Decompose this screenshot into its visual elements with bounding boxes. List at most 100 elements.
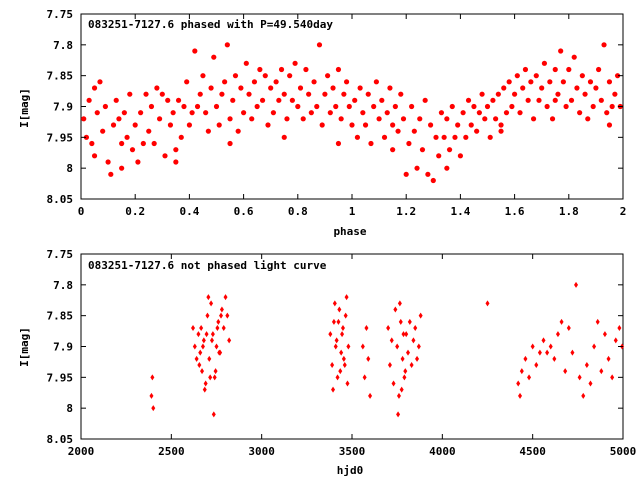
- data-point: [366, 355, 371, 362]
- data-point: [403, 171, 409, 177]
- data-point: [534, 362, 539, 368]
- plot-frame: [80, 253, 624, 440]
- data-point: [186, 122, 192, 128]
- data-point: [204, 331, 209, 338]
- data-point: [537, 349, 542, 356]
- data-point: [284, 116, 290, 122]
- data-points: [81, 42, 623, 184]
- data-point: [113, 97, 119, 103]
- data-point: [198, 349, 203, 356]
- data-point: [582, 91, 588, 97]
- data-point: [525, 97, 531, 103]
- data-point: [393, 306, 398, 313]
- data-point: [592, 343, 597, 350]
- data-point: [386, 325, 391, 331]
- y-tick-label: 8.05: [47, 193, 74, 206]
- data-point: [376, 116, 382, 122]
- data-point: [146, 128, 152, 134]
- data-point: [449, 103, 455, 110]
- data-point: [563, 103, 569, 110]
- data-point: [601, 42, 607, 48]
- data-point: [219, 91, 225, 97]
- data-point: [201, 337, 206, 344]
- data-point: [390, 122, 396, 128]
- data-point: [479, 91, 485, 97]
- data-point: [192, 343, 197, 350]
- data-point: [181, 103, 187, 110]
- data-point: [119, 165, 125, 171]
- data-point: [338, 116, 344, 122]
- data-point: [148, 103, 155, 110]
- data-point: [235, 128, 241, 134]
- data-point: [333, 343, 338, 350]
- data-point: [316, 42, 323, 48]
- data-point: [197, 362, 202, 368]
- data-point: [598, 97, 604, 103]
- data-point: [468, 122, 474, 128]
- data-point: [559, 318, 564, 325]
- data-point: [102, 103, 108, 110]
- data-point: [495, 91, 501, 97]
- data-point: [511, 91, 518, 97]
- data-point: [217, 349, 222, 356]
- data-point: [395, 128, 401, 134]
- data-point: [520, 85, 526, 91]
- data-point: [273, 79, 279, 85]
- data-point: [397, 300, 402, 307]
- x-tick-label: 0.8: [288, 205, 308, 218]
- data-point: [595, 318, 600, 325]
- data-point: [173, 159, 179, 165]
- data-point: [528, 79, 534, 85]
- data-point: [202, 386, 207, 393]
- data-point: [129, 147, 136, 153]
- data-point: [334, 337, 339, 344]
- data-point: [610, 374, 615, 381]
- data-point: [344, 294, 349, 301]
- data-points: [149, 281, 625, 418]
- data-point: [224, 42, 230, 48]
- data-point: [530, 343, 535, 350]
- data-point: [97, 79, 103, 85]
- y-tick-label: 8: [66, 402, 73, 415]
- data-point: [259, 97, 266, 103]
- data-point: [197, 91, 203, 97]
- plot-frame: [80, 13, 624, 200]
- data-point: [395, 343, 400, 350]
- data-point: [173, 147, 179, 153]
- data-point: [482, 116, 488, 122]
- data-point: [246, 91, 252, 97]
- data-point: [602, 331, 607, 338]
- data-point: [91, 85, 98, 91]
- data-point: [81, 116, 87, 122]
- data-point: [392, 103, 398, 110]
- data-point: [444, 165, 450, 171]
- data-point: [308, 110, 314, 116]
- data-point: [343, 312, 348, 319]
- data-point: [444, 116, 450, 122]
- data-point: [427, 122, 434, 128]
- x-tick-label: 0.2: [125, 205, 145, 218]
- data-point: [404, 331, 409, 338]
- data-point: [209, 300, 214, 307]
- data-point: [368, 140, 374, 147]
- data-point: [545, 349, 550, 356]
- data-point: [156, 116, 163, 122]
- data-point: [149, 392, 154, 399]
- data-point: [292, 60, 298, 66]
- data-point: [401, 331, 406, 338]
- data-point: [387, 85, 393, 91]
- data-point: [232, 73, 239, 79]
- data-point: [398, 318, 403, 325]
- data-point: [341, 355, 346, 362]
- data-point: [588, 380, 593, 387]
- data-point: [268, 85, 274, 91]
- y-tick-label: 7.95: [47, 131, 74, 144]
- data-point: [364, 325, 369, 331]
- data-point: [281, 134, 287, 140]
- data-point: [300, 116, 306, 122]
- y-tick-label: 7.85: [47, 310, 74, 323]
- data-point: [249, 116, 255, 122]
- data-point: [409, 362, 414, 368]
- data-point: [398, 91, 404, 97]
- data-point: [541, 60, 548, 66]
